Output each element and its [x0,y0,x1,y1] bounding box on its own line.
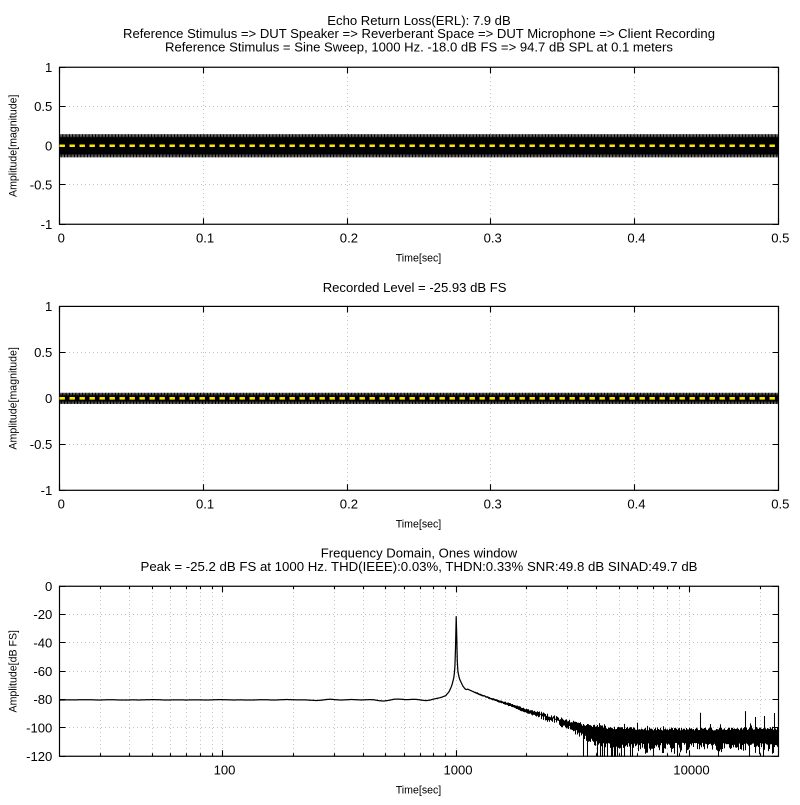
svg-text:Time[sec]: Time[sec] [396,253,442,265]
svg-text:Frequency Domain, Ones window: Frequency Domain, Ones window [321,546,518,561]
svg-text:-60: -60 [33,664,52,679]
svg-text:Reference Stimulus => DUT Spea: Reference Stimulus => DUT Speaker => Rev… [123,26,715,41]
svg-text:Amplitude[magnitude]: Amplitude[magnitude] [7,347,19,450]
svg-text:Time[sec]: Time[sec] [396,785,442,797]
svg-text:1000: 1000 [443,763,472,778]
svg-text:-120: -120 [26,749,52,764]
svg-text:0.1: 0.1 [196,231,214,246]
svg-text:1: 1 [45,299,52,314]
svg-text:-1: -1 [41,483,53,498]
svg-text:0.3: 0.3 [484,231,502,246]
svg-text:0.5: 0.5 [34,345,52,360]
svg-text:Reference Stimulus = Sine Swee: Reference Stimulus = Sine Sweep, 1000 Hz… [165,39,673,54]
svg-text:0: 0 [45,579,52,594]
svg-text:1: 1 [45,60,52,75]
svg-text:0.5: 0.5 [771,231,789,246]
svg-text:0.2: 0.2 [340,231,358,246]
svg-text:-1: -1 [41,217,53,232]
svg-text:-20: -20 [33,607,52,622]
svg-text:0.3: 0.3 [484,497,502,512]
svg-text:0.5: 0.5 [771,497,789,512]
svg-text:Amplitude[dB FS]: Amplitude[dB FS] [7,630,19,712]
svg-text:Amplitude[magnitude]: Amplitude[magnitude] [7,94,19,197]
svg-text:-100: -100 [26,720,52,735]
svg-text:-0.5: -0.5 [30,437,53,452]
svg-text:100: 100 [214,763,236,778]
svg-text:Echo Return Loss(ERL): 7.9 dB: Echo Return Loss(ERL): 7.9 dB [327,13,511,28]
svg-text:0: 0 [58,231,65,246]
svg-text:0.2: 0.2 [340,497,358,512]
svg-text:Peak = -25.2 dB FS at 1000 Hz.: Peak = -25.2 dB FS at 1000 Hz. THD(IEEE)… [141,559,698,574]
svg-text:-80: -80 [33,692,52,707]
svg-text:Recorded Level = -25.93 dB FS: Recorded Level = -25.93 dB FS [323,280,507,295]
svg-text:0: 0 [58,497,65,512]
svg-text:10000: 10000 [673,763,709,778]
svg-text:0: 0 [45,391,52,406]
svg-text:0.4: 0.4 [627,231,645,246]
svg-text:Time[sec]: Time[sec] [396,519,442,531]
svg-text:-0.5: -0.5 [30,178,53,193]
svg-text:0.4: 0.4 [627,497,645,512]
svg-text:-40: -40 [33,635,52,650]
svg-text:0.5: 0.5 [34,99,52,114]
svg-text:0.1: 0.1 [196,497,214,512]
svg-text:0: 0 [45,138,52,153]
